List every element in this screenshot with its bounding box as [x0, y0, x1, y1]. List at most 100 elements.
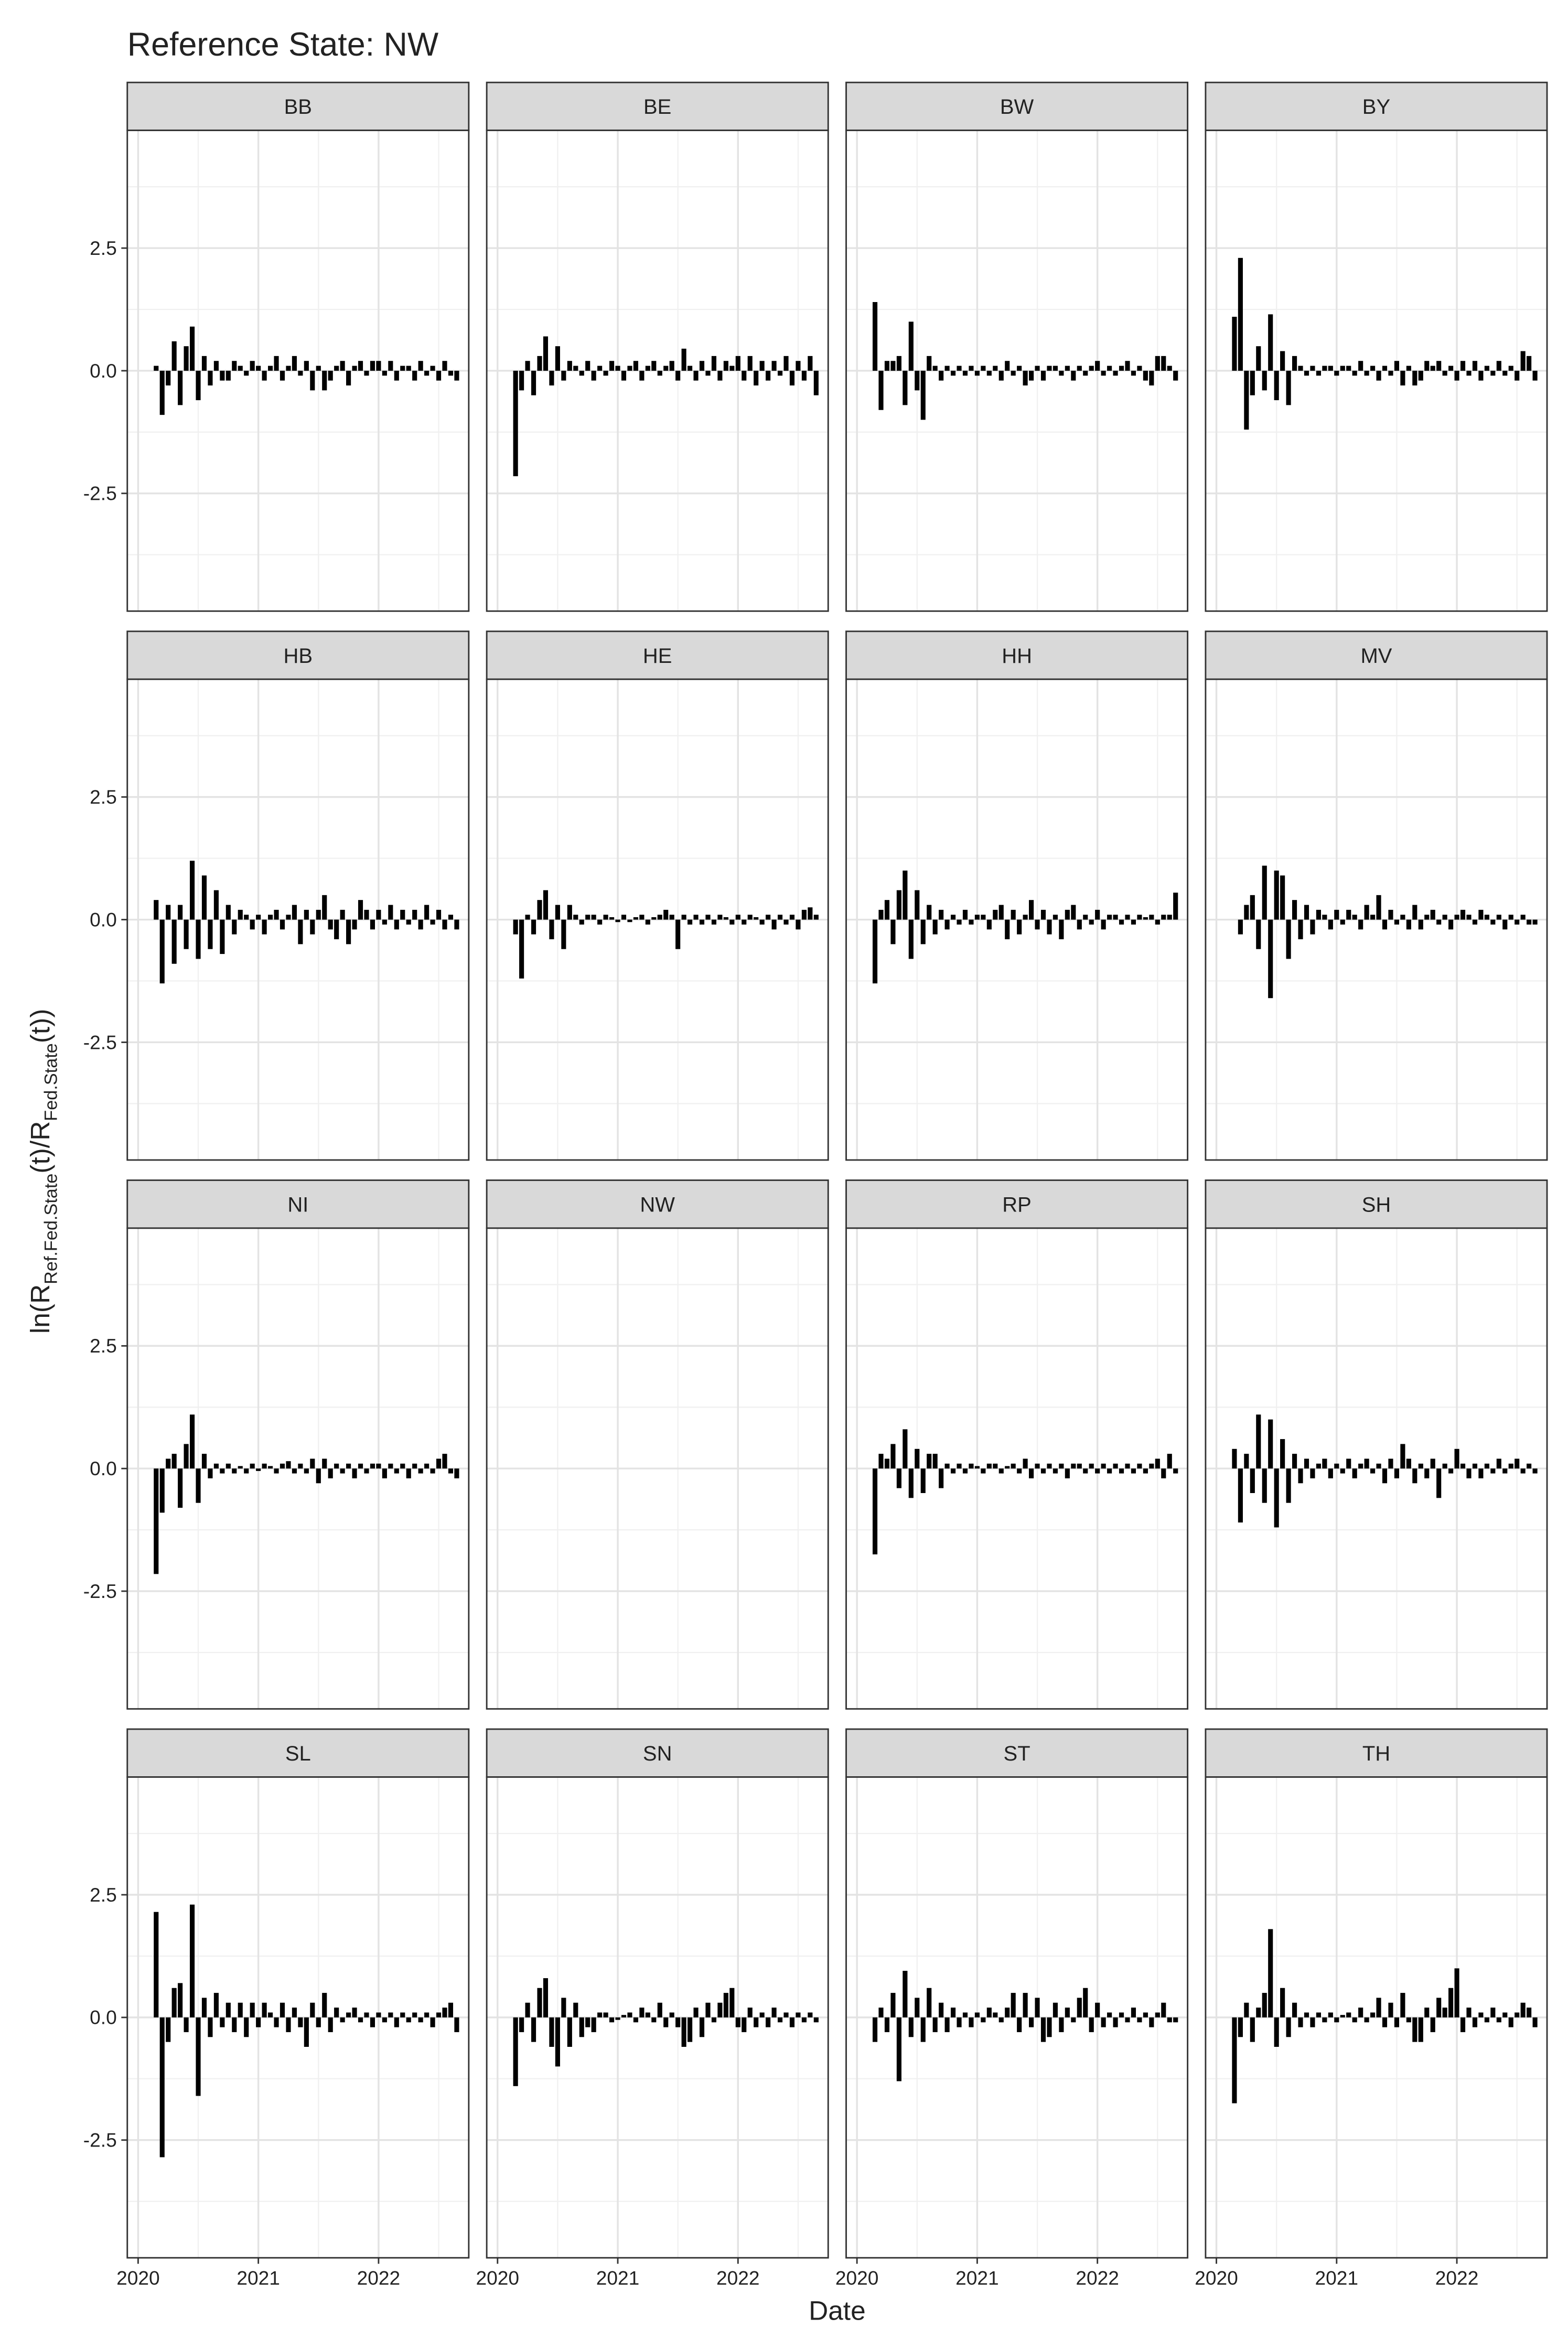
bar [1274, 1468, 1279, 1528]
bar [171, 341, 177, 371]
bar [1107, 915, 1112, 920]
bar [1472, 361, 1478, 371]
bar [603, 2012, 608, 2017]
bar [639, 370, 645, 381]
bar [406, 919, 411, 925]
bar [201, 1454, 207, 1469]
bar [1394, 2017, 1400, 2027]
bar [1035, 366, 1040, 371]
bar [669, 915, 674, 920]
bar [310, 370, 315, 391]
bar [974, 915, 980, 920]
bar [723, 361, 728, 371]
bar [448, 915, 454, 920]
y-tick-label: -2.5 [83, 482, 117, 505]
bar [364, 909, 369, 920]
bar [358, 1463, 363, 1469]
bar [1017, 2017, 1022, 2032]
bar [884, 900, 890, 920]
bar [322, 1458, 327, 1469]
bar [304, 1468, 309, 1474]
bar [651, 2017, 657, 2023]
bar [766, 2017, 771, 2027]
bar [1430, 1458, 1435, 1469]
panel-border [1205, 130, 1548, 612]
panel-border [845, 1227, 1189, 1710]
bar [448, 370, 454, 376]
bar [262, 2002, 267, 2017]
bar [1316, 2012, 1321, 2017]
bar [1244, 1454, 1249, 1469]
bar [262, 1463, 267, 1469]
bar [957, 2017, 962, 2027]
x-tick-label: 2021 [955, 2267, 999, 2289]
bar [280, 370, 285, 381]
bar [286, 366, 291, 371]
bar [454, 919, 459, 930]
bar [1406, 1458, 1411, 1469]
y-tick-label: -2.5 [83, 1580, 117, 1602]
bar [340, 909, 345, 920]
bar [783, 919, 789, 925]
bar [1454, 915, 1459, 920]
bar [1173, 893, 1178, 920]
bar [591, 2017, 596, 2032]
bar [1334, 909, 1339, 920]
bar [208, 1468, 213, 1478]
bar [1137, 1463, 1142, 1469]
bar [442, 1454, 447, 1469]
bar [1131, 2008, 1136, 2017]
bar [1376, 895, 1381, 920]
bar [1322, 1458, 1327, 1469]
bar [789, 915, 795, 920]
bar [801, 2017, 807, 2023]
bar [1382, 919, 1388, 930]
bar [340, 2017, 345, 2023]
bar [1532, 2017, 1538, 2027]
bar [201, 875, 207, 920]
bar [442, 2008, 447, 2017]
bar [591, 370, 596, 381]
bar [1023, 1993, 1028, 2017]
bar [1502, 370, 1508, 376]
bar [346, 919, 351, 945]
bar [1101, 2017, 1106, 2027]
bar [1304, 2012, 1309, 2017]
bar [412, 1463, 417, 1469]
bar [1502, 2012, 1508, 2017]
bar [208, 919, 213, 949]
bar [1113, 370, 1118, 376]
bar [334, 366, 339, 371]
bar [196, 1468, 201, 1503]
bar [513, 919, 518, 935]
bar [633, 2017, 638, 2023]
bar [986, 1463, 992, 1469]
bar [280, 919, 285, 930]
bar [316, 366, 321, 371]
bar [920, 2017, 926, 2042]
bar [567, 2017, 572, 2047]
bar [950, 2008, 956, 2017]
bar [903, 1429, 908, 1469]
bar [561, 919, 566, 949]
bar [974, 1466, 980, 1469]
bar [915, 370, 920, 391]
bar [993, 2012, 998, 2017]
bar [561, 1998, 566, 2017]
bar [1490, 919, 1496, 925]
bar [1125, 361, 1130, 371]
bar [981, 366, 986, 371]
bar [729, 919, 735, 925]
bar [201, 1998, 207, 2017]
bar [1280, 1439, 1285, 1469]
bar [256, 1468, 261, 1471]
bar [1490, 370, 1496, 376]
bar [1119, 2012, 1124, 2017]
bar [1382, 1468, 1388, 1484]
bar [1268, 1419, 1273, 1469]
bar [1412, 2017, 1417, 2042]
bar [328, 370, 333, 381]
bar [1448, 366, 1454, 371]
bar [1520, 1468, 1526, 1474]
bar [430, 366, 435, 371]
